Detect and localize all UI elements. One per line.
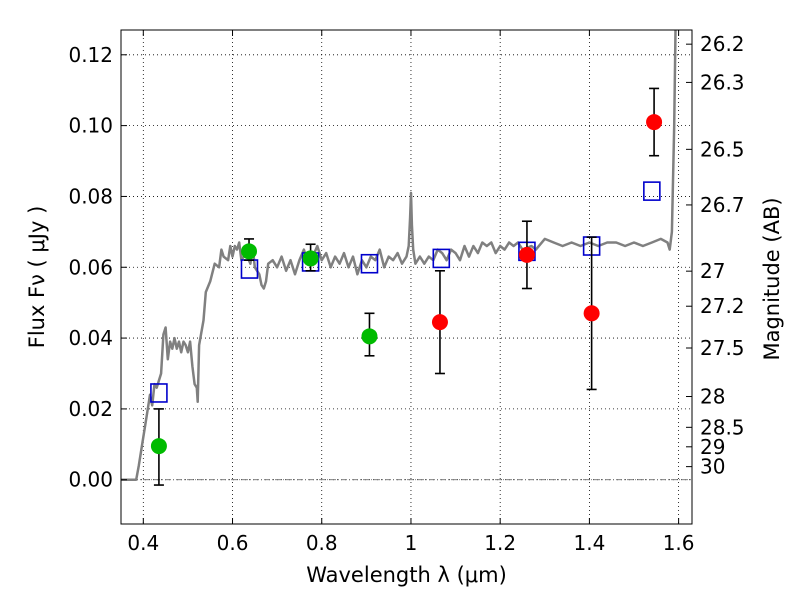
x-tick-label: 0.4 [127,531,159,555]
optical-data-point [302,250,319,267]
optical-data-point [241,243,258,260]
y-axis-label: Flux Fν ( μJy ) [25,206,49,349]
ir-data-point [646,114,663,131]
y-tick-label: 0.12 [68,43,113,67]
y-right-tick-label: 28.5 [700,415,745,439]
x-tick-label: 1 [405,531,418,555]
model-spectrum-line [121,30,677,481]
model-photometry-square [150,383,168,403]
y-tick-label: 0.08 [68,184,113,208]
y-right-tick-label: 28 [700,385,725,409]
axes: 0.4 0.6 0.8 1 1.2 1.4 1.6 0.00 0.02 0.04 0.06 0.08 0… [68,30,745,555]
y-right-tick-label: 26.3 [700,70,745,94]
x-tick-label: 0.6 [217,531,249,555]
y-tick-label: 0.02 [68,397,113,421]
y-right-tick-label: 26.2 [700,32,745,56]
x-axis-label: Wavelength λ (μm) [306,563,507,587]
x-tick-label: 0.8 [306,531,338,555]
x-tick-label: 1.2 [484,531,516,555]
ir-data-point [518,246,535,263]
y-right-tick-label: 27 [700,259,725,283]
y-right-tick-label: 27.5 [700,336,745,360]
y-tick-label: 0.04 [68,326,113,350]
ir-data-point [583,305,600,322]
y-axis-right-label: Magnitude (AB) [760,197,784,360]
y-right-tick-label: 26.5 [700,137,745,161]
y-right-tick-label: 26.7 [700,193,745,217]
y-right-tick-label: 30 [700,455,725,479]
model-photometry-square [360,253,379,274]
y-tick-label: 0.06 [68,255,113,279]
y-right-tick-label: 27.2 [700,294,745,318]
plot-frame [120,29,693,525]
model-photometry-square [643,181,661,201]
grid-lines [121,30,692,524]
y-right-tick-label: 29 [700,435,725,459]
optical-data-point [150,438,167,455]
x-tick-label: 1.4 [573,531,605,555]
plot-area [121,30,677,486]
ir-data-point [431,314,448,331]
model-photometry-square [432,248,451,269]
y-tick-label: 0.00 [68,468,113,492]
x-tick-label: 1.6 [663,531,695,555]
optical-data-point [361,328,378,345]
y-tick-label: 0.10 [68,114,113,138]
